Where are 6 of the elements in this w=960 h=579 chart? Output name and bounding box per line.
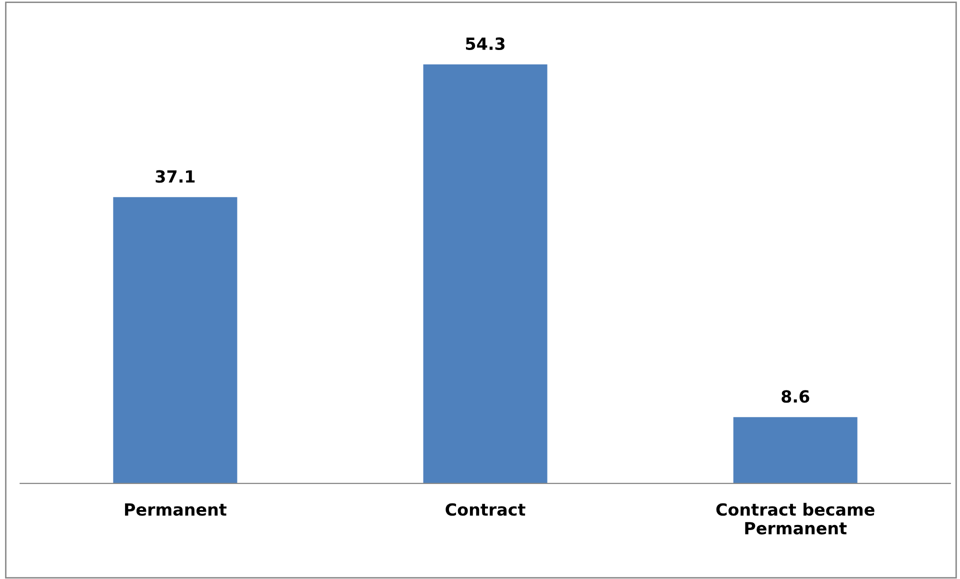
data-label: 54.3: [466, 37, 505, 50]
data-label: 37.1: [156, 170, 195, 183]
x-tick-label: Contract: [446, 503, 526, 516]
x-tick-label: Permanent: [125, 503, 226, 516]
data-label: 8.6: [782, 390, 810, 403]
x-tick-label: Contract became Permanent: [716, 502, 874, 534]
